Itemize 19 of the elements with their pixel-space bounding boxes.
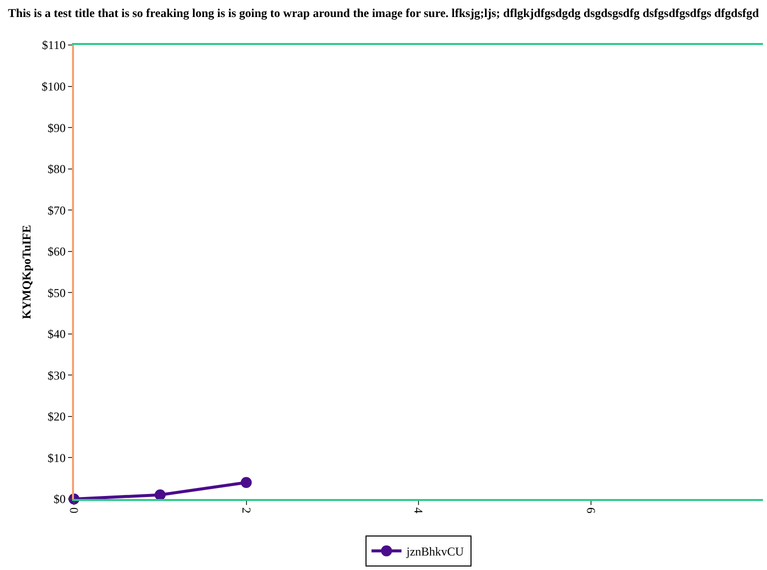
y-tick-label: $40 <box>48 327 66 342</box>
y-tick-label: $70 <box>48 203 66 218</box>
y-tick-label: $30 <box>48 368 66 382</box>
y-tick-label: $90 <box>48 120 66 135</box>
x-tick-label: 6 <box>584 507 598 514</box>
y-tick-label: $10 <box>48 450 66 465</box>
chart-title: This is a test title that is so freaking long is is going to wrap around the image for sure. lfksjg;ljs; dflgkjdfgsdgdg dsgdsgsdfg dsfgsdfgsdfgs dfgdsfgd <box>8 6 760 20</box>
x-tick-label: 4 <box>412 507 426 514</box>
legend-label: jznBhkvCU <box>406 544 464 558</box>
x-tick-label: 2 <box>239 507 254 514</box>
y-tick-label: $0 <box>54 492 66 506</box>
y-tick-label: $50 <box>48 286 66 300</box>
y-tick-label: $60 <box>48 244 66 259</box>
y-tick-label: $20 <box>48 410 66 424</box>
y-tick-label: $110 <box>42 38 66 52</box>
x-tick-label: 0 <box>67 507 82 514</box>
y-tick-label: $100 <box>42 79 66 94</box>
y-tick-label: $80 <box>48 162 66 176</box>
y-axis-title: KYMQKpoTuIFE <box>19 224 34 320</box>
